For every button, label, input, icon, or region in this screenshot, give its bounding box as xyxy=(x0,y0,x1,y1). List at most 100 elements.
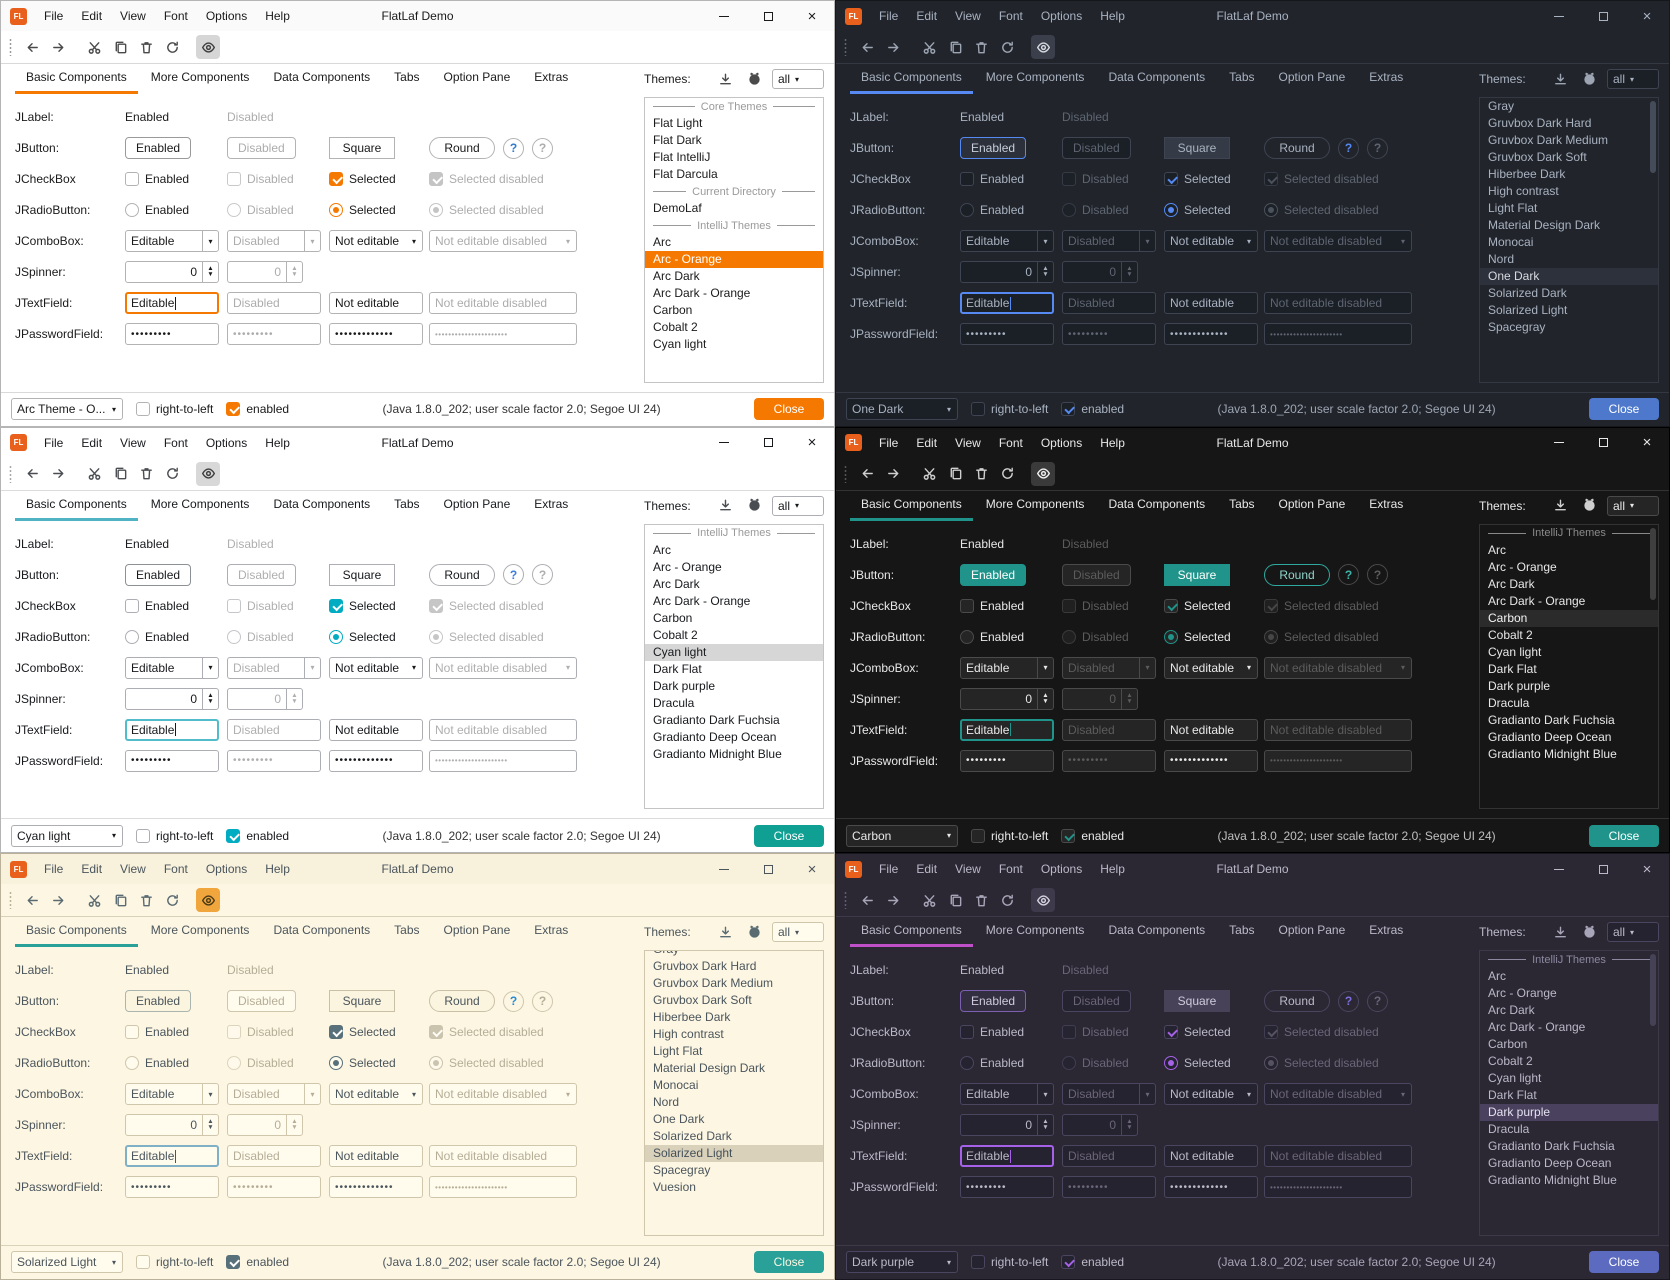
theme-item[interactable]: Gradianto Dark Fuchsia xyxy=(1488,712,1615,727)
copy-button[interactable] xyxy=(108,462,132,486)
checkbox-selected[interactable]: Selected xyxy=(329,1025,396,1040)
passwordfield-editable[interactable]: ••••••••• xyxy=(960,749,1054,772)
forward-button[interactable] xyxy=(46,462,70,486)
theme-item[interactable]: Flat Dark xyxy=(653,133,702,147)
maximize-button[interactable] xyxy=(1581,1,1625,31)
back-button[interactable] xyxy=(20,462,44,486)
tab-more-components[interactable]: More Components xyxy=(150,923,250,938)
theme-item[interactable]: Dracula xyxy=(653,695,695,710)
theme-item[interactable]: Spacegray xyxy=(653,1163,711,1178)
toolbar-grip-handle[interactable] xyxy=(8,38,13,56)
themes-filter-combo[interactable]: all ▾ xyxy=(772,69,824,89)
tab-tabs[interactable]: Tabs xyxy=(394,923,420,938)
radio-selected[interactable]: Selected xyxy=(329,203,396,217)
tab-basic-components[interactable]: Basic Components xyxy=(850,494,973,521)
theme-item[interactable]: Gradianto Midnight Blue xyxy=(653,746,782,761)
theme-item[interactable]: Gradianto Deep Ocean xyxy=(1488,729,1612,744)
delete-button[interactable] xyxy=(969,35,993,59)
jbutton-square[interactable]: Square xyxy=(329,137,395,159)
chevron-down-icon[interactable]: ▾ xyxy=(411,663,416,673)
theme-item[interactable]: Arc xyxy=(1488,542,1506,557)
checkbox-enabled[interactable]: Enabled xyxy=(960,1025,1024,1040)
cut-button[interactable] xyxy=(917,35,941,59)
chevron-down-icon[interactable]: ▾ xyxy=(411,236,416,246)
theme-item[interactable]: Arc - Orange xyxy=(645,251,823,268)
help-button[interactable]: ? xyxy=(1338,564,1359,586)
theme-item[interactable]: Light Flat xyxy=(653,1044,703,1059)
copy-button[interactable] xyxy=(943,462,967,486)
tab-data-components[interactable]: Data Components xyxy=(1108,70,1206,84)
theme-item[interactable]: Arc Dark xyxy=(653,576,700,591)
theme-item[interactable]: Gruvbox Dark Hard xyxy=(653,959,757,974)
copy-button[interactable] xyxy=(943,35,967,59)
textfield-not-editable[interactable]: Not editable xyxy=(329,718,423,741)
minimize-button[interactable] xyxy=(702,854,746,884)
theme-item[interactable]: Gray xyxy=(645,951,823,958)
spinner-enabled[interactable]: 0 ▲ ▼ xyxy=(960,687,1054,710)
menu-edit[interactable]: Edit xyxy=(81,435,103,450)
theme-item[interactable]: Dark Flat xyxy=(653,661,702,676)
theme-item[interactable]: Monocai xyxy=(1488,235,1534,249)
checkbox-enabled[interactable]: Enabled xyxy=(125,172,189,186)
jbutton-round[interactable]: Round xyxy=(1264,990,1330,1013)
combobox-editable[interactable]: Editable ▾ xyxy=(960,656,1054,679)
download-themes-button[interactable] xyxy=(1549,68,1571,90)
toolbar-grip-handle[interactable] xyxy=(8,464,13,483)
spinner-arrows-icon[interactable]: ▲ ▼ xyxy=(202,1115,218,1136)
maximize-button[interactable] xyxy=(746,1,790,31)
menu-help[interactable]: Help xyxy=(265,9,290,23)
tab-tabs[interactable]: Tabs xyxy=(394,496,420,511)
textfield-not-editable[interactable]: Not editable xyxy=(1164,292,1258,314)
radio-enabled[interactable]: Enabled xyxy=(125,1056,189,1071)
theme-item[interactable]: Arc - Orange xyxy=(1488,559,1557,574)
delete-button[interactable] xyxy=(969,888,993,912)
tab-extras[interactable]: Extras xyxy=(1369,70,1404,84)
spinner-arrows-icon[interactable]: ▲ ▼ xyxy=(202,688,218,709)
passwordfield-not-editable[interactable]: ••••••••••••• xyxy=(329,1176,423,1199)
checkbox-enabled[interactable]: Enabled xyxy=(960,172,1024,186)
menu-options[interactable]: Options xyxy=(1040,435,1083,450)
show-hidden-toggle-button[interactable] xyxy=(1031,461,1055,486)
tab-extras[interactable]: Extras xyxy=(1369,923,1404,938)
checkbox-enabled[interactable]: Enabled xyxy=(125,598,189,613)
toolbar-grip-handle[interactable] xyxy=(843,464,848,483)
combobox-not-editable[interactable]: Not editable ▾ xyxy=(1164,656,1258,679)
themes-filter-combo[interactable]: all ▾ xyxy=(1607,495,1659,516)
tab-option-pane[interactable]: Option Pane xyxy=(1278,70,1346,84)
maximize-button[interactable] xyxy=(746,854,790,884)
show-hidden-toggle-button[interactable] xyxy=(196,35,220,59)
tab-more-components[interactable]: More Components xyxy=(985,923,1085,938)
theme-item[interactable]: Light Flat xyxy=(1488,201,1538,215)
menu-file[interactable]: File xyxy=(44,9,64,23)
menu-help[interactable]: Help xyxy=(1100,9,1125,23)
theme-item[interactable]: Arc Dark xyxy=(1488,1003,1535,1018)
theme-item[interactable]: Hiberbee Dark xyxy=(1488,167,1566,181)
theme-item[interactable]: Carbon xyxy=(1488,1037,1528,1052)
theme-item[interactable]: Material Design Dark xyxy=(653,1061,766,1076)
passwordfield-not-editable[interactable]: ••••••••••••• xyxy=(1164,749,1258,772)
minimize-button[interactable] xyxy=(702,1,746,31)
jbutton-square[interactable]: Square xyxy=(1164,990,1230,1013)
combobox-editable[interactable]: Editable ▾ xyxy=(125,656,219,679)
passwordfield-not-editable[interactable]: ••••••••••••• xyxy=(1164,323,1258,345)
menu-view[interactable]: View xyxy=(955,862,981,877)
theme-item[interactable]: Gradianto Midnight Blue xyxy=(1488,1173,1617,1188)
menu-font[interactable]: Font xyxy=(163,435,188,450)
textfield-not-editable[interactable]: Not editable xyxy=(1164,1145,1258,1168)
theme-item[interactable]: Gruvbox Dark Soft xyxy=(653,993,752,1008)
toolbar-grip-handle[interactable] xyxy=(843,38,848,56)
menu-view[interactable]: View xyxy=(955,9,981,23)
themes-filter-combo[interactable]: all ▾ xyxy=(772,495,824,516)
tab-more-components[interactable]: More Components xyxy=(985,496,1085,511)
theme-item[interactable]: Carbon xyxy=(653,610,693,625)
forward-button[interactable] xyxy=(881,35,905,59)
combobox-editable[interactable]: Editable ▾ xyxy=(125,1083,219,1106)
theme-item[interactable]: Cyan light xyxy=(645,643,823,661)
close-button[interactable]: Close xyxy=(1589,824,1659,847)
help-button[interactable]: ? xyxy=(503,137,524,159)
tab-basic-components[interactable]: Basic Components xyxy=(15,494,138,521)
theme-item[interactable]: Dracula xyxy=(1488,1122,1530,1137)
theme-item[interactable]: Material Design Dark xyxy=(1488,218,1601,232)
chevron-down-icon[interactable]: ▾ xyxy=(202,1084,218,1105)
tab-basic-components[interactable]: Basic Components xyxy=(850,920,973,947)
